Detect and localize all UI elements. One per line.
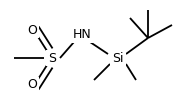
Text: HN: HN xyxy=(73,29,91,42)
Text: S: S xyxy=(48,52,56,64)
Text: O: O xyxy=(27,24,37,36)
Text: Si: Si xyxy=(112,52,124,64)
Text: O: O xyxy=(27,79,37,91)
